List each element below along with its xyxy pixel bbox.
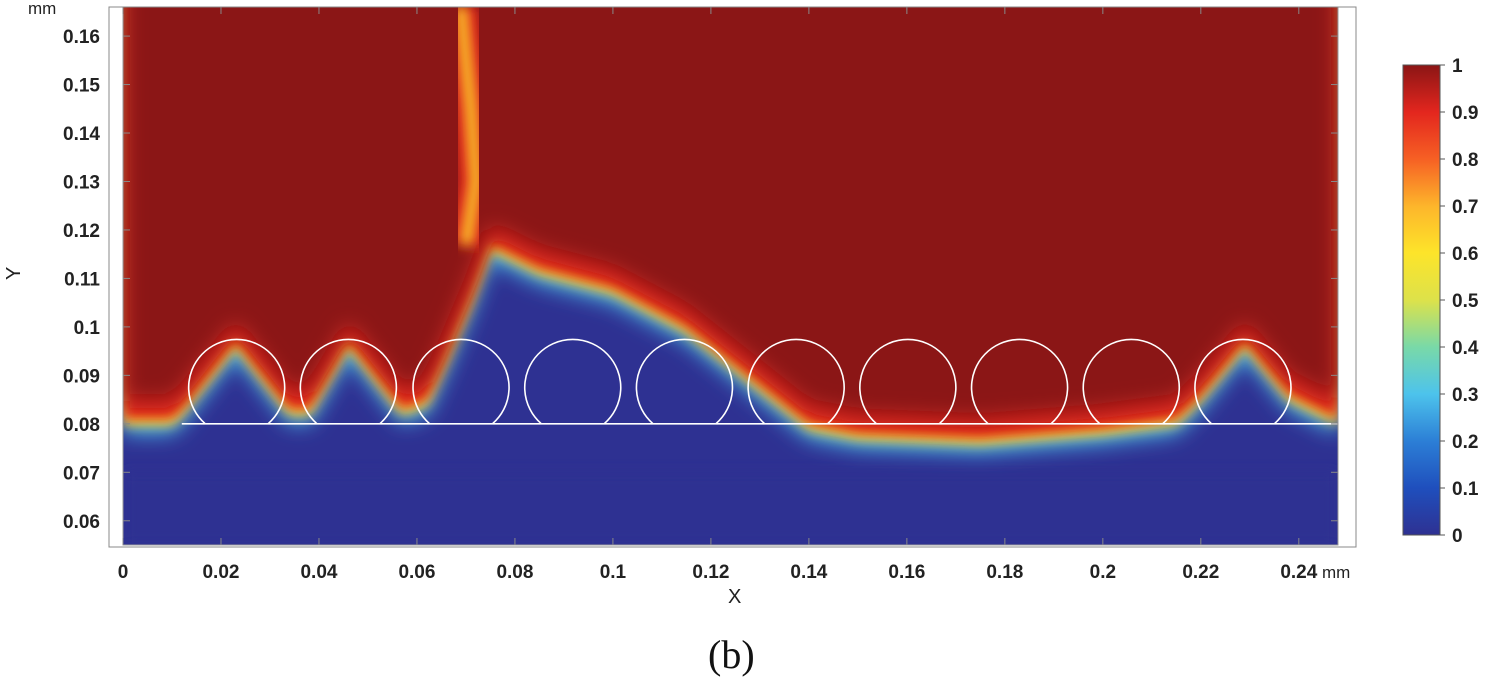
y-tick-label: 0.07	[63, 463, 100, 484]
colorbar-ticks: 0 0.1 0.2 0.3 0.4 0.5 0.6 0.7 0.8 0.9 1	[1440, 56, 1479, 547]
x-tick-label: 0.2	[1090, 562, 1116, 583]
particles	[187, 338, 1292, 425]
colorbar-tick-label: 0.8	[1452, 150, 1478, 171]
x-tick-label: 0.06	[398, 562, 435, 583]
colorbar-tick-label: 1	[1452, 56, 1463, 77]
x-tick-label: 0.1	[600, 562, 627, 583]
y-tick-label: 0.1	[74, 318, 101, 339]
x-axis-title: X	[728, 586, 741, 608]
x-axis-unit-label: mm	[1322, 563, 1350, 582]
x-tick-label: 0.14	[790, 562, 827, 583]
colorbar-tick-label: 0.5	[1452, 291, 1479, 312]
x-tick-label: 0.22	[1182, 562, 1219, 583]
y-axis-unit-label: mm	[28, 0, 56, 18]
colorbar-tick-label: 0	[1452, 526, 1463, 547]
x-axis-ticks: 0 0.02 0.04 0.06 0.08 0.1 0.12 0.14 0.16 0.18 0.2 0…	[118, 7, 1318, 583]
y-tick-label: 0.14	[63, 124, 100, 145]
x-tick-label: 0.02	[202, 562, 239, 583]
colorbar-tick-label: 0.3	[1452, 385, 1478, 406]
particle-5	[635, 338, 734, 425]
x-tick-label: 0.04	[300, 562, 337, 583]
plume-core	[456, 7, 481, 246]
heatmap-plot-area	[123, 7, 1338, 545]
colorbar-gradient	[1402, 64, 1441, 536]
y-tick-label: 0.15	[63, 76, 100, 97]
colorbar-tick-label: 0.2	[1452, 432, 1478, 453]
plot-outer-frame	[108, 6, 1357, 548]
colorbar: 0 0.1 0.2 0.3 0.4 0.5 0.6 0.7 0.8 0.9 1	[1402, 56, 1479, 547]
y-tick-label: 0.09	[63, 366, 100, 387]
y-tick-label: 0.06	[63, 512, 100, 533]
particle-4	[523, 338, 622, 425]
figure-caption: (b)	[708, 632, 755, 677]
y-axis-ticks: 0.06 0.07 0.08 0.09 0.1 0.11 0.12 0.13 0.14 0.15 0…	[63, 27, 1338, 533]
x-tick-label: 0.16	[888, 562, 925, 583]
y-tick-label: 0.08	[63, 415, 100, 436]
field-lower-core	[123, 472, 1338, 545]
particle-9	[1082, 338, 1181, 425]
particle-2	[299, 338, 398, 425]
colorbar-tick-label: 0.6	[1452, 244, 1478, 265]
x-tick-label: 0.18	[986, 562, 1023, 583]
particle-1	[187, 338, 286, 425]
particle-10	[1194, 338, 1292, 425]
particle-7	[859, 338, 957, 425]
x-tick-label: 0	[118, 562, 129, 583]
x-tick-label: 0.08	[496, 562, 533, 583]
y-tick-label: 0.16	[63, 27, 100, 48]
field-band-darkred	[123, 7, 1338, 421]
particle-6	[747, 338, 845, 425]
y-axis-title: Y	[3, 267, 25, 280]
particle-3	[412, 338, 510, 425]
y-tick-label: 0.12	[63, 221, 100, 242]
x-tick-label: 0.24	[1280, 562, 1317, 583]
colorbar-tick-label: 0.4	[1452, 338, 1479, 359]
y-tick-label: 0.11	[64, 269, 100, 290]
y-tick-label: 0.13	[63, 172, 100, 193]
x-tick-label: 0.12	[692, 562, 729, 583]
colorbar-tick-label: 0.1	[1452, 479, 1479, 500]
particle-8	[970, 338, 1069, 425]
colorbar-tick-label: 0.7	[1452, 197, 1478, 218]
colorbar-tick-label: 0.9	[1452, 103, 1478, 124]
